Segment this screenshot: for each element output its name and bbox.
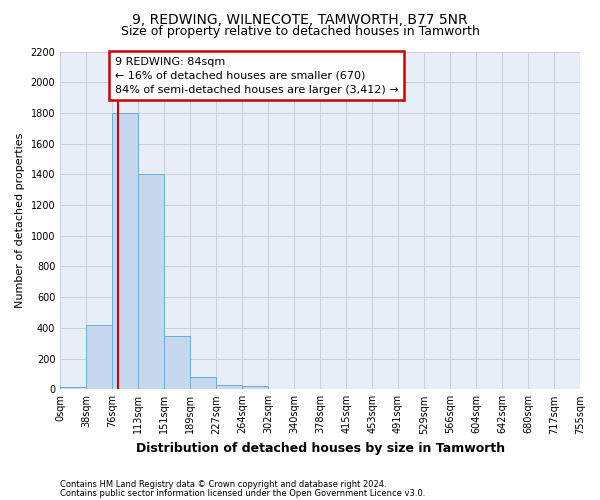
Bar bbox=[138, 174, 164, 390]
Bar bbox=[112, 113, 138, 390]
Bar bbox=[216, 384, 242, 390]
Text: 9, REDWING, WILNECOTE, TAMWORTH, B77 5NR: 9, REDWING, WILNECOTE, TAMWORTH, B77 5NR bbox=[132, 12, 468, 26]
Bar bbox=[60, 387, 86, 390]
Bar bbox=[164, 336, 190, 390]
Y-axis label: Number of detached properties: Number of detached properties bbox=[15, 132, 25, 308]
Text: Contains public sector information licensed under the Open Government Licence v3: Contains public sector information licen… bbox=[60, 488, 425, 498]
Text: 9 REDWING: 84sqm
← 16% of detached houses are smaller (670)
84% of semi-detached: 9 REDWING: 84sqm ← 16% of detached house… bbox=[115, 57, 398, 95]
Bar bbox=[242, 386, 268, 390]
Bar bbox=[190, 377, 216, 390]
Text: Size of property relative to detached houses in Tamworth: Size of property relative to detached ho… bbox=[121, 25, 479, 38]
X-axis label: Distribution of detached houses by size in Tamworth: Distribution of detached houses by size … bbox=[136, 442, 505, 455]
Text: Contains HM Land Registry data © Crown copyright and database right 2024.: Contains HM Land Registry data © Crown c… bbox=[60, 480, 386, 489]
Bar bbox=[86, 325, 112, 390]
